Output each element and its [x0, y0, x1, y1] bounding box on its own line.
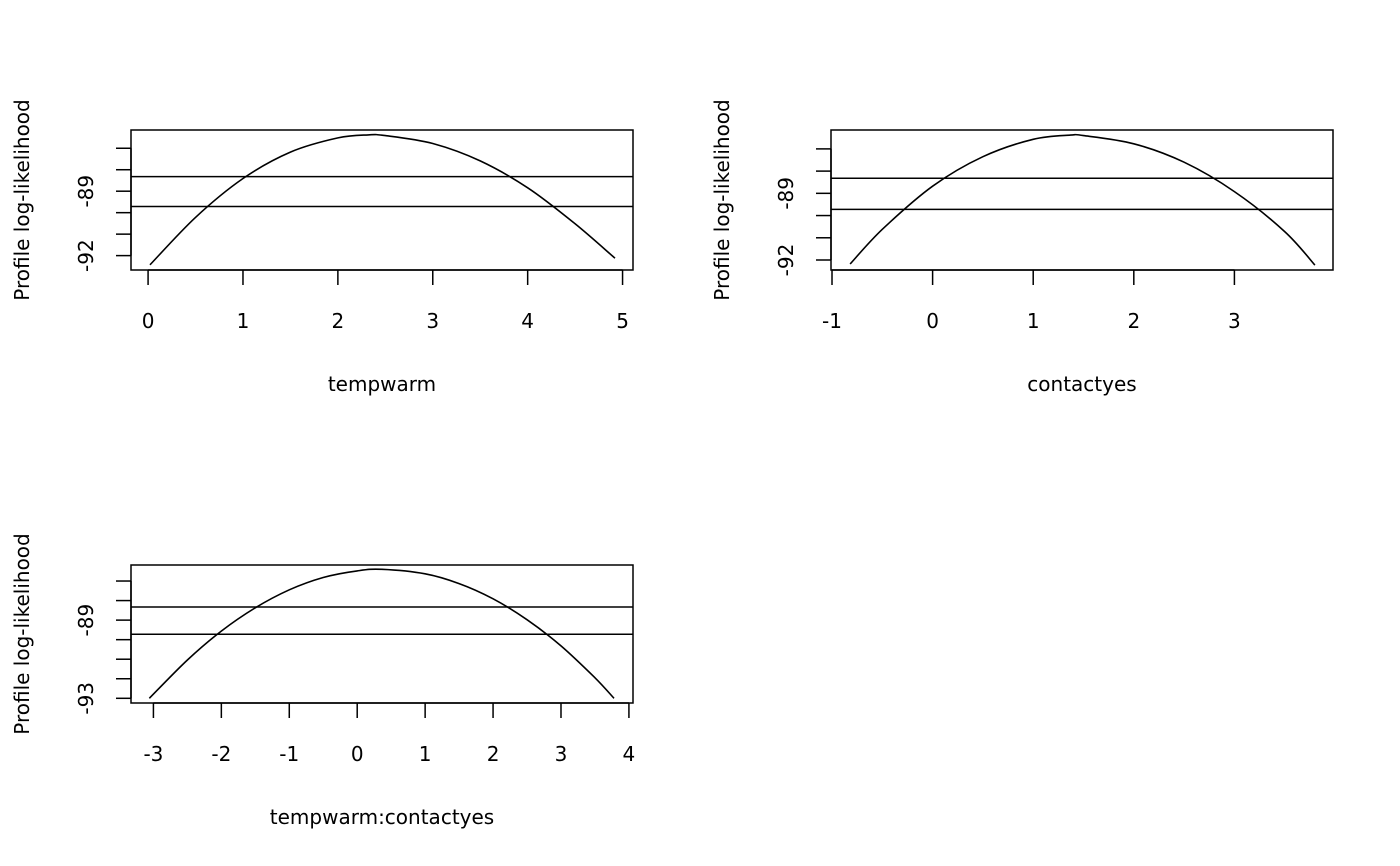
x-tick-label: 5	[616, 309, 629, 333]
plot-box	[830, 129, 1334, 271]
panel-1: 0 1 2 3 4 5 -92 -89 tempwarm Profile log-likeliho…	[10, 99, 634, 396]
x-tick-label: 3	[555, 742, 568, 766]
x-tick-label: 1	[1027, 309, 1040, 333]
y-tick-label: -89	[74, 604, 98, 637]
x-tick-label: -3	[143, 742, 163, 766]
y-tick-label: -92	[774, 244, 798, 277]
x-tick-label: 0	[351, 742, 364, 766]
x-tick-label: -1	[822, 309, 842, 333]
x-tick-label: -2	[211, 742, 231, 766]
profile-curve	[149, 133, 616, 266]
x-tick-label: 0	[926, 309, 939, 333]
profile-curve	[849, 133, 1316, 266]
x-axis-title: tempwarm:contactyes	[270, 805, 494, 829]
y-axis-title: Profile log-likelihood	[10, 99, 34, 301]
y-tick-label: -89	[774, 177, 798, 210]
x-tick-label: -1	[279, 742, 299, 766]
plot-box	[130, 129, 634, 271]
y-axis-title: Profile log-likelihood	[10, 533, 34, 735]
x-axis-title: tempwarm	[328, 372, 436, 396]
x-tick-label: 1	[419, 742, 432, 766]
panel-2: -1 0 1 2 3 -92 -89 contactyes Profile log-likeli…	[710, 99, 1334, 396]
x-tick-label: 4	[521, 309, 534, 333]
x-tick-label: 2	[1127, 309, 1140, 333]
x-tick-label: 3	[1228, 309, 1241, 333]
x-tick-label: 2	[332, 309, 345, 333]
x-tick-label: 4	[623, 742, 636, 766]
y-tick-label: -89	[74, 175, 98, 208]
x-tick-label: 0	[142, 309, 155, 333]
y-tick-label: -92	[74, 239, 98, 272]
x-tick-label: 1	[237, 309, 250, 333]
y-tick-label: -93	[74, 682, 98, 715]
y-axis-title: Profile log-likelihood	[710, 99, 734, 301]
profile-curve	[148, 568, 615, 699]
x-tick-label: 2	[487, 742, 500, 766]
x-axis-title: contactyes	[1027, 372, 1136, 396]
panel-3: -3 -2 -1 0 1 2 3 4 -93 -89 tempwarm:contactyes Prof…	[10, 533, 635, 829]
x-tick-label: 3	[426, 309, 439, 333]
